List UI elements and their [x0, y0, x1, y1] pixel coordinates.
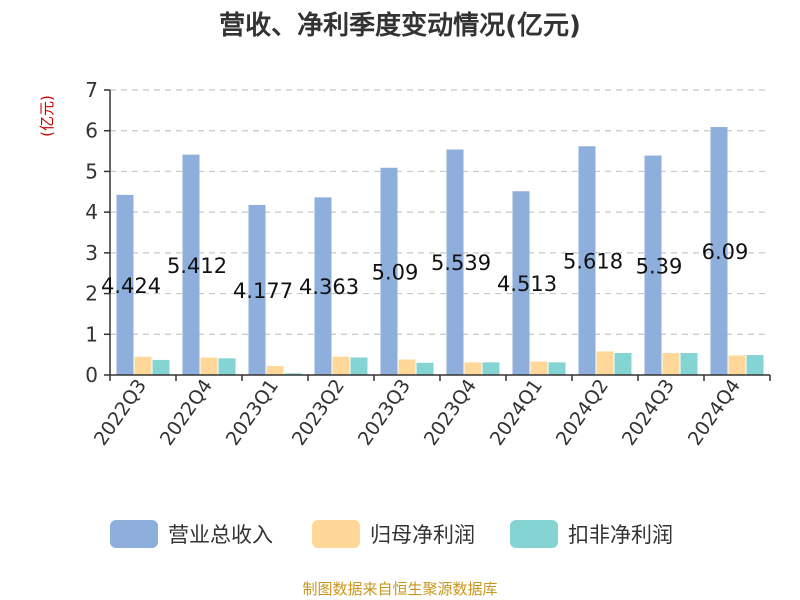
x-tick-label: 2024Q2: [552, 375, 613, 449]
data-label: 4.363: [299, 275, 359, 299]
bar-3-2023Q3: [416, 362, 434, 375]
legend-label-3: 扣非净利润: [568, 523, 673, 547]
bar-3-2023Q4: [482, 362, 500, 375]
legend: 营业总收入 归母净利润 扣非净利润: [110, 520, 673, 548]
x-tick-label: 2024Q3: [618, 375, 679, 449]
data-label: 5.09: [372, 260, 419, 284]
data-label: 5.39: [636, 254, 683, 278]
y-tick-label: 2: [85, 282, 98, 306]
bar-1-2024Q3: [644, 155, 662, 375]
bar-2-2024Q1: [530, 361, 548, 375]
x-tick-label: 2022Q4: [156, 375, 217, 449]
bar-2-2024Q4: [728, 355, 746, 375]
gridlines: [110, 89, 770, 335]
x-tick-label: 2023Q4: [420, 375, 481, 449]
data-label: 4.513: [497, 272, 557, 296]
bar-3-2023Q1: [284, 373, 302, 375]
bar-1-2024Q4: [710, 127, 728, 375]
data-label: 5.412: [167, 254, 227, 278]
bar-2-2023Q1: [266, 366, 284, 375]
bar-1-2023Q4: [446, 149, 464, 375]
data-label: 4.177: [233, 279, 293, 303]
bar-2-2023Q2: [332, 356, 350, 375]
data-label: 5.539: [431, 251, 491, 275]
legend-swatch-3: [510, 520, 558, 548]
bar-1-2023Q1: [248, 204, 266, 375]
bar-1-2024Q2: [578, 146, 596, 375]
bar-2-2024Q3: [662, 353, 680, 375]
y-tick-label: 1: [85, 322, 98, 346]
legend-swatch-1: [110, 520, 158, 548]
bar-3-2024Q4: [746, 355, 764, 375]
bar-2-2022Q3: [134, 356, 152, 375]
legend-swatch-2: [312, 520, 360, 548]
x-tick-label: 2022Q3: [90, 375, 151, 449]
legend-label-1: 营业总收入: [168, 523, 273, 547]
x-tick-label: 2023Q3: [354, 375, 415, 449]
bar-1-2022Q3: [116, 194, 134, 375]
y-tick-label: 6: [85, 119, 98, 143]
bar-2-2023Q4: [464, 362, 482, 375]
data-label: 5.618: [563, 250, 623, 274]
chart-title: 营收、净利季度变动情况(亿元): [219, 10, 581, 41]
x-tick-labels: 2022Q3 2022Q4 2023Q1 2023Q2 2023Q3 2023Q4 2024…: [90, 375, 745, 449]
bars: [116, 127, 764, 375]
y-tick-label: 3: [85, 241, 98, 265]
bar-2-2023Q3: [398, 359, 416, 375]
legend-label-2: 归母净利润: [370, 523, 475, 547]
bar-1-2022Q4: [182, 154, 200, 375]
x-tick-label: 2023Q1: [222, 375, 283, 449]
bar-3-2024Q2: [614, 353, 632, 375]
y-tick-labels: 0 1 2 3 4 5 6 7: [85, 78, 98, 387]
data-label: 6.09: [702, 240, 749, 264]
y-axis-unit-label: (亿元): [38, 95, 56, 137]
bar-2-2022Q4: [200, 357, 218, 375]
bar-3-2022Q3: [152, 359, 170, 375]
bar-1-2023Q2: [314, 197, 332, 375]
y-tick-label: 5: [85, 159, 98, 183]
x-tick-label: 2024Q1: [486, 375, 547, 449]
bar-3-2023Q2: [350, 357, 368, 375]
data-label: 4.424: [101, 274, 161, 298]
x-tick-label: 2023Q2: [288, 375, 349, 449]
y-tick-label: 7: [85, 78, 98, 102]
bar-1-2023Q3: [380, 167, 398, 375]
source-note: 制图数据来自恒生聚源数据库: [302, 580, 497, 598]
bar-3-2024Q1: [548, 362, 566, 375]
y-tick-label: 0: [85, 363, 98, 387]
x-tick-label: 2024Q4: [684, 375, 745, 449]
bar-1-2024Q1: [512, 191, 530, 375]
axes: [104, 89, 771, 381]
bar-2-2024Q2: [596, 351, 614, 375]
bar-3-2024Q3: [680, 353, 698, 375]
bar-3-2022Q4: [218, 358, 236, 375]
y-tick-label: 4: [85, 200, 98, 224]
